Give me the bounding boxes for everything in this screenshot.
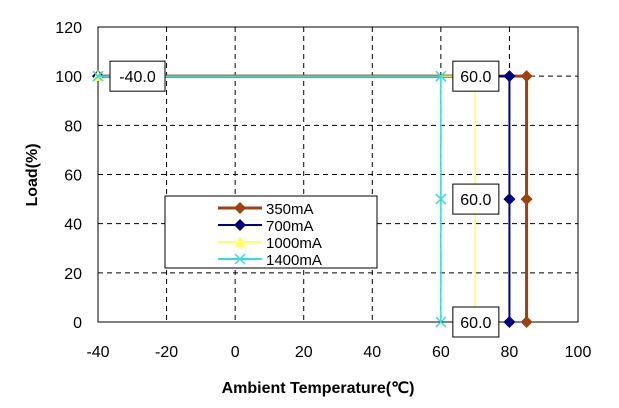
x-marker <box>435 316 447 328</box>
x-tick-label: 60 <box>432 344 450 361</box>
triangle-marker <box>234 236 246 247</box>
x-tick-label: -40 <box>86 344 109 361</box>
x-marker <box>435 193 447 205</box>
annotations: -40.0 60.0 60.0 60.0 <box>109 60 500 338</box>
data-label-box <box>452 60 500 92</box>
x-marker <box>234 253 246 265</box>
data-label-box <box>452 306 500 338</box>
data-label: 60.0 <box>460 69 491 86</box>
data-label: 60.0 <box>460 315 491 332</box>
data-label: 60.0 <box>460 192 491 209</box>
diamond-marker <box>520 70 533 83</box>
tick-labels: -40 -20 0 20 40 60 80 100 0 20 40 60 80 100 120 <box>55 20 591 361</box>
legend-item: 1400mA <box>218 252 322 269</box>
x-marker <box>92 70 104 82</box>
legend-label: 350mA <box>266 201 314 218</box>
y-tick-label: 40 <box>64 217 82 234</box>
grid <box>98 27 578 322</box>
diamond-marker <box>520 193 533 206</box>
data-label-box <box>109 60 166 92</box>
legend-label: 1400mA <box>266 252 322 269</box>
diamond-marker <box>503 70 516 83</box>
legend-item: 350mA <box>218 201 314 218</box>
y-tick-label: 0 <box>73 315 82 332</box>
diamond-marker <box>234 202 246 214</box>
legend-label: 700mA <box>266 218 314 235</box>
y-tick-label: 120 <box>55 20 82 37</box>
x-tick-label: 20 <box>295 344 313 361</box>
data-label-box <box>452 183 500 215</box>
diamond-marker <box>520 316 533 328</box>
series-line <box>98 75 442 322</box>
series-1400mA <box>92 70 447 328</box>
diamond-marker <box>503 316 516 328</box>
y-axis-label: Load(%) <box>24 143 41 206</box>
x-tick-label: -20 <box>155 344 178 361</box>
x-tick-label: 0 <box>231 344 240 361</box>
legend-item: 1000mA <box>218 235 322 252</box>
legend-item: 700mA <box>218 218 314 235</box>
x-tick-label: 40 <box>363 344 381 361</box>
diamond-marker <box>503 193 516 206</box>
plot-frame <box>97 26 579 323</box>
y-tick-label: 20 <box>64 266 82 283</box>
x-tick-label: 80 <box>501 344 519 361</box>
legend-box <box>164 195 378 269</box>
x-marker <box>435 70 447 82</box>
legend-label: 1000mA <box>266 235 322 252</box>
x-axis-label: Ambient Temperature(℃) <box>222 380 415 397</box>
y-tick-label: 60 <box>64 168 82 185</box>
y-tick-label: 100 <box>55 69 82 86</box>
x-tick-label: 100 <box>565 344 592 361</box>
data-label: -40.0 <box>119 69 156 86</box>
y-tick-label: 80 <box>64 118 82 135</box>
diamond-marker <box>234 219 246 231</box>
